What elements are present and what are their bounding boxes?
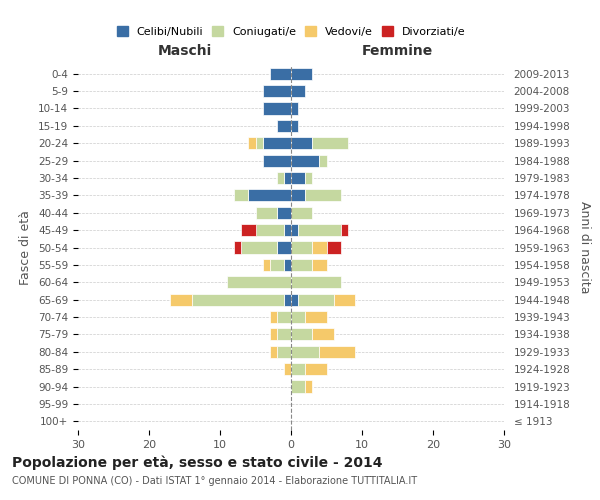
Bar bbox=[270, 259, 284, 271]
Bar bbox=[170, 294, 191, 306]
Bar bbox=[319, 346, 355, 358]
Bar bbox=[291, 224, 298, 236]
Bar bbox=[291, 120, 298, 132]
Bar bbox=[284, 363, 291, 375]
Bar bbox=[241, 242, 277, 254]
Bar bbox=[256, 224, 284, 236]
Bar bbox=[291, 276, 341, 288]
Bar bbox=[291, 68, 313, 80]
Bar bbox=[277, 172, 284, 184]
Bar bbox=[263, 154, 291, 166]
Bar bbox=[291, 328, 313, 340]
Bar bbox=[305, 363, 326, 375]
Bar bbox=[291, 259, 313, 271]
Bar bbox=[248, 190, 291, 202]
Bar bbox=[270, 328, 277, 340]
Bar bbox=[270, 311, 277, 323]
Bar bbox=[263, 137, 291, 149]
Bar bbox=[191, 294, 284, 306]
Bar bbox=[277, 311, 291, 323]
Text: COMUNE DI PONNA (CO) - Dati ISTAT 1° gennaio 2014 - Elaborazione TUTTITALIA.IT: COMUNE DI PONNA (CO) - Dati ISTAT 1° gen… bbox=[12, 476, 417, 486]
Y-axis label: Anni di nascita: Anni di nascita bbox=[578, 201, 592, 294]
Bar bbox=[263, 102, 291, 115]
Bar bbox=[248, 137, 256, 149]
Bar bbox=[284, 259, 291, 271]
Bar bbox=[256, 206, 277, 219]
Bar bbox=[291, 294, 298, 306]
Bar bbox=[234, 190, 248, 202]
Bar bbox=[319, 154, 326, 166]
Bar bbox=[305, 190, 341, 202]
Bar bbox=[284, 294, 291, 306]
Bar bbox=[256, 137, 263, 149]
Bar bbox=[284, 224, 291, 236]
Bar bbox=[305, 311, 326, 323]
Bar bbox=[291, 154, 319, 166]
Legend: Celibi/Nubili, Coniugati/e, Vedovi/e, Divorziati/e: Celibi/Nubili, Coniugati/e, Vedovi/e, Di… bbox=[113, 23, 469, 40]
Bar bbox=[341, 224, 348, 236]
Bar bbox=[313, 137, 348, 149]
Bar bbox=[277, 206, 291, 219]
Bar bbox=[277, 242, 291, 254]
Text: Maschi: Maschi bbox=[157, 44, 212, 58]
Bar bbox=[234, 242, 241, 254]
Bar bbox=[305, 380, 313, 392]
Bar bbox=[291, 311, 305, 323]
Bar bbox=[326, 242, 341, 254]
Bar bbox=[291, 172, 305, 184]
Bar bbox=[291, 85, 305, 97]
Bar bbox=[291, 346, 319, 358]
Bar bbox=[227, 276, 291, 288]
Text: Femmine: Femmine bbox=[362, 44, 433, 58]
Bar bbox=[241, 224, 256, 236]
Bar bbox=[270, 68, 291, 80]
Bar bbox=[263, 85, 291, 97]
Y-axis label: Fasce di età: Fasce di età bbox=[19, 210, 32, 285]
Bar bbox=[305, 172, 313, 184]
Bar bbox=[291, 363, 305, 375]
Bar bbox=[277, 120, 291, 132]
Bar bbox=[298, 294, 334, 306]
Bar bbox=[284, 172, 291, 184]
Bar bbox=[277, 328, 291, 340]
Bar bbox=[291, 206, 313, 219]
Bar bbox=[313, 328, 334, 340]
Text: Popolazione per età, sesso e stato civile - 2014: Popolazione per età, sesso e stato civil… bbox=[12, 455, 383, 469]
Bar bbox=[270, 346, 277, 358]
Bar bbox=[291, 242, 313, 254]
Bar bbox=[291, 190, 305, 202]
Bar bbox=[334, 294, 355, 306]
Bar bbox=[291, 137, 313, 149]
Bar bbox=[291, 380, 305, 392]
Bar bbox=[298, 224, 341, 236]
Bar bbox=[263, 259, 270, 271]
Bar bbox=[313, 242, 326, 254]
Bar bbox=[313, 259, 326, 271]
Bar bbox=[291, 102, 298, 115]
Bar bbox=[277, 346, 291, 358]
